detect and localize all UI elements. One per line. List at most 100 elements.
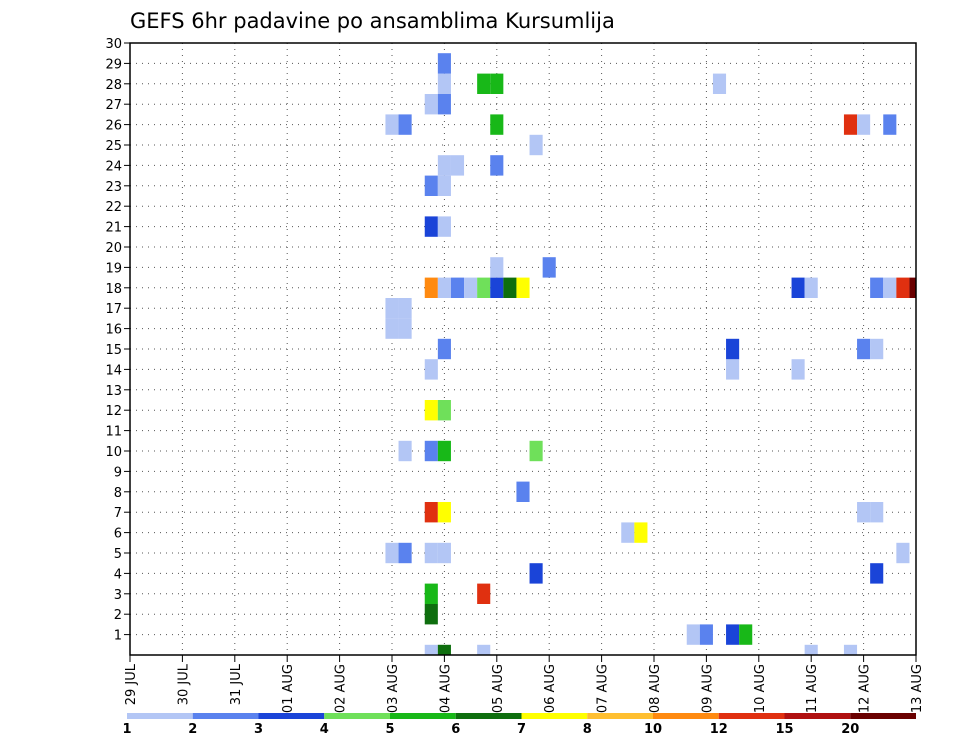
precip-cell (621, 522, 635, 543)
colorbar-swatch (784, 713, 851, 719)
colorbar-label: 4 (320, 722, 329, 737)
colorbar-label: 5 (385, 722, 394, 737)
precip-cell (490, 114, 504, 135)
x-axis-ticks: 29 JUL 30 JUL 31 JUL 01 AUG 02 AUG 03 AUG 04 A… (124, 655, 925, 713)
y-tick-label: 17 (105, 302, 122, 317)
precip-cell (634, 522, 648, 543)
precip-cell (857, 114, 871, 135)
precip-cell (870, 277, 884, 298)
precip-cell (424, 583, 438, 604)
colorbar-swatch (521, 713, 588, 719)
y-tick-label: 8 (114, 486, 122, 501)
y-tick-label: 27 (105, 98, 122, 113)
colorbar-swatch (455, 713, 522, 719)
y-tick-label: 26 (105, 119, 122, 134)
y-tick-label: 3 (114, 588, 122, 603)
y-tick-label: 4 (114, 567, 122, 582)
precip-cell (791, 359, 805, 380)
y-tick-label: 11 (105, 425, 122, 440)
precip-cell (843, 644, 858, 655)
precip-cell (857, 502, 871, 523)
x-tick-label: 31 JUL (229, 663, 244, 705)
precip-cell (385, 318, 399, 339)
y-tick-label: 28 (105, 78, 122, 93)
precip-cell (424, 440, 438, 462)
colorbar-swatch (324, 713, 390, 719)
colorbar-label: 15 (775, 722, 793, 737)
precip-cell (398, 318, 412, 339)
y-tick-label: 9 (114, 465, 122, 480)
colorbar-label: 8 (583, 722, 592, 737)
precip-cell (477, 583, 491, 604)
precip-cell (437, 502, 451, 523)
y-tick-label: 25 (105, 139, 122, 154)
x-tick-label: 11 AUG (805, 664, 820, 713)
y-tick-label: 18 (105, 282, 122, 297)
y-tick-label: 1 (114, 629, 122, 644)
y-axis-ticks: 1234567891011121314151617181920212223242… (105, 37, 130, 644)
y-tick-label: 30 (105, 37, 122, 52)
y-tick-label: 24 (105, 159, 122, 174)
colorbar-swatch (653, 713, 719, 719)
precip-cell (503, 277, 517, 298)
precip-cell (712, 73, 727, 94)
precip-cell (699, 624, 713, 645)
colorbar-label: 3 (254, 722, 263, 737)
colorbar-swatch (258, 713, 325, 719)
precip-cell (804, 277, 818, 298)
precip-cell (424, 400, 438, 421)
precip-cell (437, 94, 451, 115)
x-tick-label: 08 AUG (648, 664, 663, 713)
precip-cell (437, 53, 451, 74)
precip-cell (726, 359, 740, 380)
precip-cell (437, 440, 451, 462)
precip-cell (516, 277, 530, 298)
precip-cell (896, 542, 910, 564)
precip-cell (437, 155, 451, 176)
precip-cell (686, 624, 700, 645)
y-tick-label: 20 (105, 241, 122, 256)
x-tick-label: 03 AUG (386, 664, 401, 713)
y-tick-label: 10 (105, 445, 122, 460)
colorbar-label: 20 (841, 722, 859, 737)
precip-cell (437, 73, 451, 94)
precip-cell (424, 94, 438, 115)
y-tick-label: 29 (105, 57, 122, 72)
precip-cell (437, 338, 451, 360)
x-tick-label: 12 AUG (858, 664, 873, 713)
y-tick-label: 19 (105, 261, 122, 276)
precip-cell (870, 338, 884, 360)
y-tick-label: 5 (114, 547, 122, 562)
precip-cell (398, 440, 412, 462)
precip-cell (490, 257, 504, 278)
precip-cell (424, 175, 438, 196)
precip-cell (437, 542, 451, 564)
plot-frame (129, 42, 917, 656)
colorbar-swatch (390, 713, 456, 719)
colorbar-swatch (192, 713, 259, 719)
colorbar-label: 2 (188, 722, 197, 737)
x-tick-label: 30 JUL (176, 663, 191, 705)
x-tick-label: 05 AUG (491, 664, 506, 713)
grid-lines (130, 42, 916, 655)
precip-cell (726, 338, 740, 360)
colorbar: 1 2 3 4 5 6 7 8 10 12 15 20 (122, 713, 916, 737)
x-tick-label: 04 AUG (438, 664, 453, 713)
precip-cell (437, 400, 451, 421)
precip-cell (542, 257, 556, 278)
x-tick-label: 09 AUG (700, 664, 715, 713)
colorbar-swatch (718, 713, 785, 719)
colorbar-label: 10 (644, 722, 662, 737)
precip-cell (883, 277, 897, 298)
chart-title: GEFS 6hr padavine po ansamblima Kursumli… (130, 9, 615, 33)
precip-cell (490, 73, 504, 94)
precip-cell (437, 175, 451, 196)
y-tick-label: 7 (114, 506, 122, 521)
precip-cell (424, 644, 438, 655)
colorbar-label: 6 (451, 722, 460, 737)
precip-cell (870, 563, 884, 584)
colorbar-label: 1 (122, 722, 131, 737)
precip-cell (385, 542, 399, 564)
precip-cell (516, 481, 530, 502)
y-tick-label: 15 (105, 343, 122, 358)
